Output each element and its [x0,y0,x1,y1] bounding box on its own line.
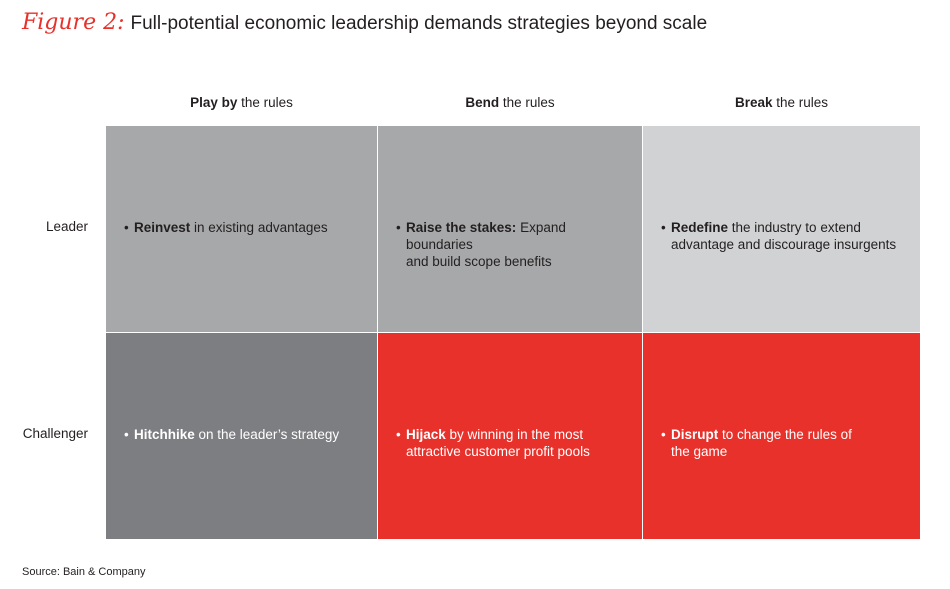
column-header-bend: Bend the rules [378,95,642,110]
column-header-play: Play by the rules [106,95,377,110]
row-label-leader: Leader [45,219,88,234]
column-header-play-rest: the rules [237,95,293,110]
strategy-name: Hijack [406,427,446,442]
bullet-icon: • [396,220,401,235]
bullet-icon: • [124,427,129,442]
strategy-desc-line2: and build scope benefits [406,254,552,269]
cell-challenger-break-text: • Disrupt to change the rules of the gam… [661,426,908,460]
cell-challenger-play: • Hitchhike on the leader’s strategy [106,333,377,539]
cell-challenger-break: • Disrupt to change the rules of the gam… [643,333,920,539]
strategy-desc: in existing advantages [190,220,328,235]
cell-leader-bend: • Raise the stakes: Expand boundaries an… [378,126,642,332]
strategy-desc: by winning in the most [445,427,584,442]
cell-challenger-bend: • Hijack by winning in the most attracti… [378,333,642,539]
column-header-break: Break the rules [643,95,920,110]
cell-leader-play: • Reinvest in existing advantages [106,126,377,332]
cell-leader-break-text: • Redefine the industry to extend advant… [661,219,908,253]
strategy-desc: the industry to extend [728,220,861,235]
strategy-name: Raise the stakes: [406,220,517,235]
figure-title-text: Full-potential economic leadership deman… [130,13,708,34]
strategy-desc: Expand boundaries [406,220,566,252]
strategy-name: Reinvest [134,220,191,235]
figure-label: Figure 2: [22,10,125,35]
strategy-desc-line2: the game [671,444,728,459]
cell-leader-bend-text: • Raise the stakes: Expand boundaries an… [396,219,630,270]
cell-leader-play-text: • Reinvest in existing advantages [124,219,365,236]
row-label-challenger: Challenger [22,426,88,441]
strategy-desc: to change the rules of [718,427,852,442]
strategy-name: Disrupt [671,427,719,442]
figure-title: Figure 2: Full-potential economic leaders… [22,10,707,35]
bullet-icon: • [396,427,401,442]
strategy-desc-line2: advantage and discourage insurgents [671,237,897,252]
column-header-break-bold: Break [734,95,773,110]
cell-challenger-bend-text: • Hijack by winning in the most attracti… [396,426,630,460]
cell-challenger-play-text: • Hitchhike on the leader’s strategy [124,426,365,443]
strategy-desc-line2: attractive customer profit pools [406,444,590,459]
column-header-break-rest: the rules [772,95,829,110]
bullet-icon: • [661,427,666,442]
strategy-name: Redefine [671,220,729,235]
column-header-bend-bold: Bend [465,95,500,110]
source-note: Source: Bain & Company [22,566,146,578]
column-header-bend-rest: the rules [499,95,555,110]
bullet-icon: • [661,220,666,235]
column-header-play-bold: Play by [190,95,238,110]
strategy-name: Hitchhike [134,427,195,442]
cell-leader-break: • Redefine the industry to extend advant… [643,126,920,332]
bullet-icon: • [124,220,129,235]
strategy-desc: on the leader’s strategy [194,427,340,442]
